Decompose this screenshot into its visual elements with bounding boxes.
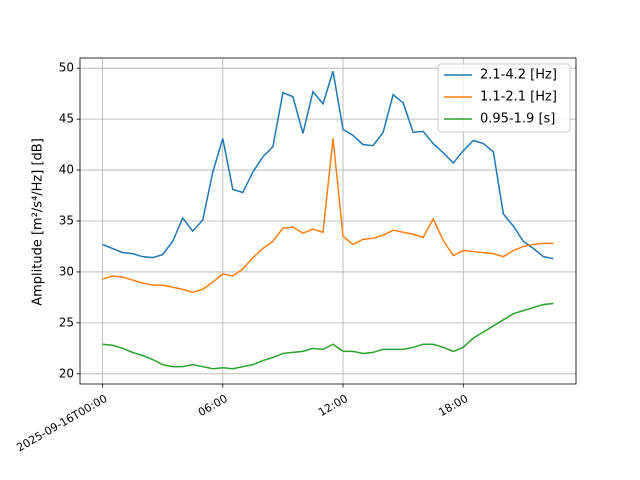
x-tick-label: 06:00 bbox=[196, 392, 230, 419]
data-line bbox=[102, 302, 554, 370]
x-tick-label: 2025-09-16T00:00 bbox=[14, 392, 109, 454]
y-tick-label: 30 bbox=[59, 264, 74, 278]
y-tick-label: 20 bbox=[59, 366, 74, 380]
x-tick-label: 18:00 bbox=[436, 392, 470, 419]
legend-label: 1.1-2.1 [Hz] bbox=[480, 90, 557, 105]
legend: 2.1-4.2 [Hz] 1.1-2.1 [Hz] 0.95-1.9 [s] bbox=[437, 63, 571, 133]
legend-label: 2.1-4.2 [Hz] bbox=[480, 68, 557, 83]
y-tick-label: 40 bbox=[59, 163, 74, 177]
y-tick-label: 25 bbox=[59, 315, 74, 329]
plot-frame bbox=[79, 57, 577, 385]
y-tick-label: 45 bbox=[59, 112, 74, 126]
y-tick-label: 35 bbox=[59, 214, 74, 228]
y-axis-label: Amplitude [m²/s⁴/Hz] [dB] bbox=[31, 138, 46, 306]
legend-box bbox=[437, 63, 571, 133]
y-tick-label: 50 bbox=[59, 61, 74, 75]
data-line bbox=[102, 138, 554, 294]
legend-label: 0.95-1.9 [s] bbox=[480, 112, 555, 127]
x-tick-label: 12:00 bbox=[316, 392, 350, 419]
data-line bbox=[102, 71, 554, 260]
